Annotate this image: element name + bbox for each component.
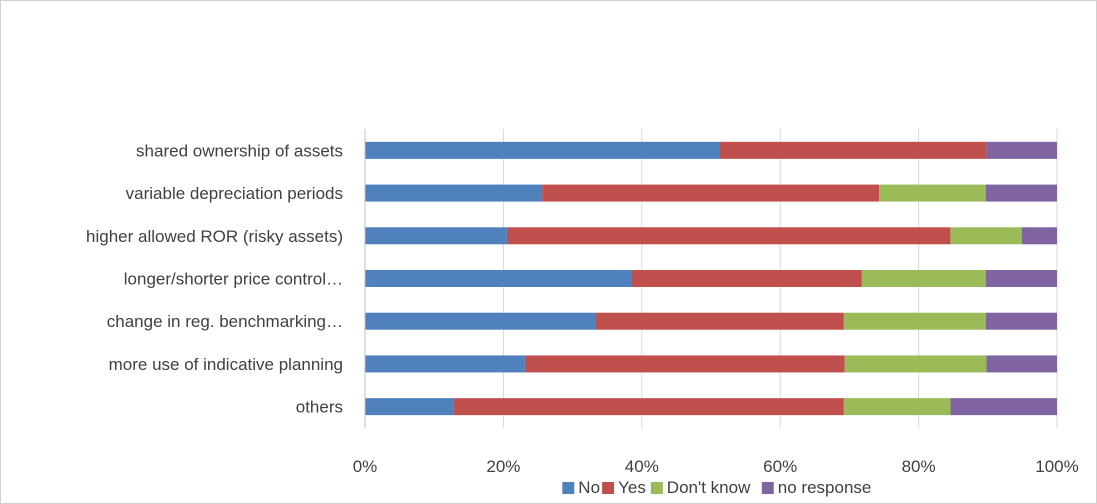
category-label: others	[296, 398, 343, 417]
category-label: longer/shorter price control…	[124, 270, 343, 289]
bar-no-6	[365, 398, 454, 416]
x-tick-label: 40%	[625, 457, 659, 476]
bar-yes-0	[719, 141, 987, 159]
bar-don-t-know-6	[843, 398, 951, 416]
bar-no-response-1	[985, 184, 1057, 202]
bar-no-4	[365, 312, 596, 330]
bar-don-t-know-5	[844, 355, 987, 373]
bar-no-5	[365, 355, 525, 373]
category-label: variable depreciation periods	[126, 184, 343, 203]
x-tick-label: 80%	[902, 457, 936, 476]
category-label: more use of indicative planning	[109, 355, 343, 374]
legend-label-don-t-know: Don't know	[667, 478, 751, 497]
bar-yes-4	[595, 312, 844, 330]
legend-label-no: No	[578, 478, 600, 497]
category-label: higher allowed ROR (risky assets)	[86, 227, 343, 246]
x-tick-label: 0%	[353, 457, 378, 476]
category-label: change in reg. benchmarking…	[107, 312, 343, 331]
bar-no-3	[365, 270, 632, 287]
x-tick-label: 100%	[1035, 457, 1078, 476]
bar-yes-6	[453, 398, 844, 416]
bar-don-t-know-4	[843, 312, 986, 330]
bar-yes-3	[631, 270, 862, 287]
legend-label-no-response: no response	[778, 478, 872, 497]
bar-no-2	[365, 227, 507, 245]
bar-don-t-know-3	[861, 270, 986, 287]
legend-swatch-no	[562, 482, 575, 494]
bar-no-response-2	[1021, 227, 1057, 245]
x-tick-label: 20%	[486, 457, 520, 476]
bar-don-t-know-2	[950, 227, 1022, 245]
bar-don-t-know-1	[879, 184, 986, 202]
x-tick-label: 60%	[763, 457, 797, 476]
bar-no-response-5	[986, 355, 1057, 373]
bar-no-1	[365, 184, 543, 202]
category-label: shared ownership of assets	[136, 141, 343, 160]
legend-swatch-yes	[602, 482, 615, 494]
bar-no-response-0	[986, 141, 1057, 159]
legend-swatch-don-t-know	[650, 482, 663, 494]
legend-swatch-no-response	[761, 482, 774, 494]
legend-label-yes: Yes	[618, 478, 646, 497]
bar-no-response-6	[950, 398, 1057, 416]
bar-yes-2	[506, 227, 951, 245]
bar-yes-5	[524, 355, 845, 373]
bar-yes-1	[542, 184, 880, 202]
bar-no-response-4	[985, 312, 1057, 330]
bar-no-0	[365, 141, 720, 159]
bar-no-response-3	[985, 270, 1057, 287]
